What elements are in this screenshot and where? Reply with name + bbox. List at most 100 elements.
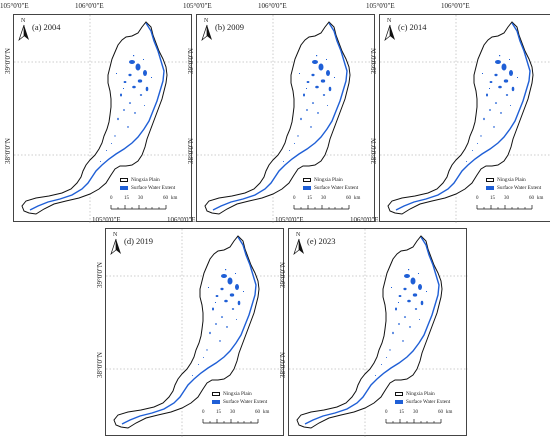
longitude-label-105: 105°0'0"E bbox=[275, 216, 304, 224]
longitude-label-106: 106°0'0"E bbox=[75, 2, 104, 10]
panel-title: (e) 2023 bbox=[307, 236, 336, 246]
panel-title: (c) 2014 bbox=[398, 22, 427, 32]
map-panel-1: 105°0'0"E 106°0'0"E 39°0'0"N 38°0'0"N bbox=[183, 2, 376, 223]
surface-water-patches bbox=[283, 55, 335, 162]
ningxia-plain-outline bbox=[21, 21, 168, 215]
water-swatch bbox=[395, 400, 403, 404]
map-frame: N (b) 2009 Ningxia Plain Surface Water E… bbox=[196, 14, 376, 223]
longitude-label-106: 106°0'0"E bbox=[258, 2, 287, 10]
legend-water-label: Surface Water Extent bbox=[223, 399, 268, 406]
north-arrow-icon bbox=[18, 24, 29, 42]
longitude-label-105: 105°0'0"E bbox=[92, 216, 121, 224]
yellow-river bbox=[121, 236, 257, 425]
scale-tick-30: 30 bbox=[138, 196, 143, 201]
latitude-label-38: 38°0'0"N bbox=[279, 352, 287, 378]
legend-plain-label: Ningxia Plain bbox=[314, 177, 343, 184]
north-letter: N bbox=[296, 232, 301, 238]
north-arrow: N bbox=[384, 18, 396, 44]
legend-item-plain: Ningxia Plain bbox=[120, 178, 175, 186]
water-swatch bbox=[303, 186, 311, 190]
surface-water-patches bbox=[375, 269, 427, 376]
scale-unit: km bbox=[537, 196, 544, 201]
map-legend: Ningxia Plain Surface Water Extent bbox=[303, 178, 358, 194]
legend-plain-label: Ningxia Plain bbox=[131, 177, 160, 184]
legend-water-label: Surface Water Extent bbox=[406, 399, 451, 406]
legend-item-plain: Ningxia Plain bbox=[395, 392, 450, 400]
north-arrow: N bbox=[293, 232, 305, 258]
north-letter: N bbox=[204, 18, 209, 24]
map-canvas bbox=[197, 15, 376, 223]
scale-tick-15: 15 bbox=[399, 410, 404, 415]
yellow-river bbox=[395, 22, 531, 211]
scale-bar: 0 15 30 60 km bbox=[202, 410, 278, 426]
panel-title: (a) 2004 bbox=[32, 22, 61, 32]
north-letter: N bbox=[387, 18, 392, 24]
scale-bar: 0 15 30 60 km bbox=[293, 196, 369, 212]
surface-water-patches bbox=[100, 55, 152, 162]
surface-water-patches bbox=[192, 269, 244, 376]
water-swatch bbox=[120, 186, 128, 190]
scale-tick-30: 30 bbox=[504, 196, 509, 201]
north-arrow-icon bbox=[110, 238, 121, 256]
north-arrow-icon bbox=[201, 24, 212, 42]
scale-tick-0: 0 bbox=[202, 410, 205, 415]
north-arrow-icon bbox=[293, 238, 304, 256]
scale-bar-graphic bbox=[385, 419, 442, 424]
longitude-label-106: 106°0'0"E bbox=[441, 2, 470, 10]
map-canvas bbox=[14, 15, 193, 223]
map-canvas bbox=[106, 229, 285, 437]
map-frame: N (a) 2004 Ningxia Plain Surface Water E… bbox=[13, 14, 193, 223]
scale-tick-60: 60 bbox=[255, 410, 260, 415]
scale-tick-0: 0 bbox=[110, 196, 113, 201]
north-arrow-icon bbox=[384, 24, 395, 42]
plain-swatch bbox=[486, 178, 494, 182]
scale-unit: km bbox=[171, 196, 178, 201]
legend-plain-label: Ningxia Plain bbox=[223, 391, 252, 398]
scale-bar-graphic bbox=[293, 205, 350, 210]
legend-plain-label: Ningxia Plain bbox=[497, 177, 526, 184]
panel-title: (b) 2009 bbox=[215, 22, 245, 32]
latitude-label-38: 38°0'0"N bbox=[4, 138, 12, 164]
ningxia-plain-outline bbox=[387, 21, 534, 215]
north-letter: N bbox=[21, 18, 26, 24]
legend-item-water: Surface Water Extent bbox=[120, 186, 175, 194]
latitude-label-39: 39°0'0"N bbox=[4, 48, 12, 74]
north-arrow: N bbox=[110, 232, 122, 258]
map-legend: Ningxia Plain Surface Water Extent bbox=[486, 178, 541, 194]
scale-unit: km bbox=[446, 410, 453, 415]
surface-water-patches bbox=[466, 55, 518, 162]
latitude-label-39: 39°0'0"N bbox=[187, 48, 195, 74]
map-panel-0: 105°0'0"E 106°0'0"E 39°0'0"N 38°0'0"N bbox=[0, 2, 193, 223]
legend-item-water: Surface Water Extent bbox=[303, 186, 358, 194]
legend-item-water: Surface Water Extent bbox=[486, 186, 541, 194]
latitude-label-39: 39°0'0"N bbox=[279, 262, 287, 288]
legend-water-label: Surface Water Extent bbox=[131, 185, 176, 192]
latitude-label-39: 39°0'0"N bbox=[96, 262, 104, 288]
ningxia-plain-outline bbox=[204, 21, 351, 215]
legend-item-plain: Ningxia Plain bbox=[303, 178, 358, 186]
scale-tick-15: 15 bbox=[216, 410, 221, 415]
legend-item-plain: Ningxia Plain bbox=[486, 178, 541, 186]
scale-tick-15: 15 bbox=[307, 196, 312, 201]
plain-swatch bbox=[120, 178, 128, 182]
scale-tick-30: 30 bbox=[230, 410, 235, 415]
plain-swatch bbox=[303, 178, 311, 182]
scale-bar-graphic bbox=[476, 205, 533, 210]
map-frame: N (e) 2023 Ningxia Plain Surface Water E… bbox=[288, 228, 468, 437]
legend-plain-label: Ningxia Plain bbox=[406, 391, 435, 398]
plain-swatch bbox=[395, 392, 403, 396]
yellow-river bbox=[304, 236, 440, 425]
longitude-label-105: 105°0'0"E bbox=[0, 2, 29, 10]
map-panel-2: 105°0'0"E 106°0'0"E 39°0'0"N 38°0'0"N bbox=[366, 2, 550, 223]
map-legend: Ningxia Plain Surface Water Extent bbox=[212, 392, 267, 408]
ningxia-plain-outline bbox=[113, 235, 260, 429]
yellow-river bbox=[29, 22, 165, 211]
scale-tick-30: 30 bbox=[321, 196, 326, 201]
map-canvas bbox=[289, 229, 468, 437]
scale-bar: 0 15 30 60 km bbox=[110, 196, 186, 212]
scale-bar: 0 15 30 60 km bbox=[385, 410, 461, 426]
scale-tick-15: 15 bbox=[490, 196, 495, 201]
scale-tick-60: 60 bbox=[163, 196, 168, 201]
map-canvas bbox=[380, 15, 550, 223]
plain-swatch bbox=[212, 392, 220, 396]
